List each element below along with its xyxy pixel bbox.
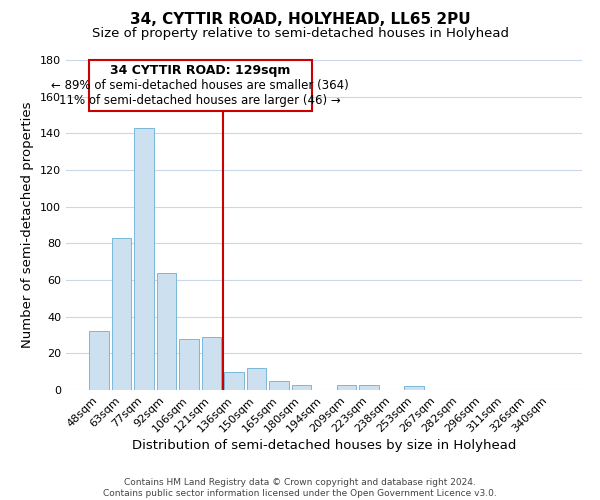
Bar xyxy=(179,338,199,390)
Bar xyxy=(292,384,311,390)
Bar xyxy=(247,368,266,390)
Text: ← 89% of semi-detached houses are smaller (364): ← 89% of semi-detached houses are smalle… xyxy=(52,79,349,92)
Bar xyxy=(269,381,289,390)
Bar xyxy=(202,337,221,390)
Text: 34 CYTTIR ROAD: 129sqm: 34 CYTTIR ROAD: 129sqm xyxy=(110,64,290,76)
Text: 11% of semi-detached houses are larger (46) →: 11% of semi-detached houses are larger (… xyxy=(59,94,341,107)
Bar xyxy=(112,238,131,390)
Text: Contains HM Land Registry data © Crown copyright and database right 2024.
Contai: Contains HM Land Registry data © Crown c… xyxy=(103,478,497,498)
Bar xyxy=(134,128,154,390)
Text: Size of property relative to semi-detached houses in Holyhead: Size of property relative to semi-detach… xyxy=(91,28,509,40)
Bar xyxy=(404,386,424,390)
Bar xyxy=(157,272,176,390)
X-axis label: Distribution of semi-detached houses by size in Holyhead: Distribution of semi-detached houses by … xyxy=(132,440,516,452)
Bar xyxy=(89,332,109,390)
Bar xyxy=(359,384,379,390)
Text: 34, CYTTIR ROAD, HOLYHEAD, LL65 2PU: 34, CYTTIR ROAD, HOLYHEAD, LL65 2PU xyxy=(130,12,470,28)
Y-axis label: Number of semi-detached properties: Number of semi-detached properties xyxy=(22,102,34,348)
Bar xyxy=(337,384,356,390)
Bar xyxy=(224,372,244,390)
FancyBboxPatch shape xyxy=(89,60,311,112)
